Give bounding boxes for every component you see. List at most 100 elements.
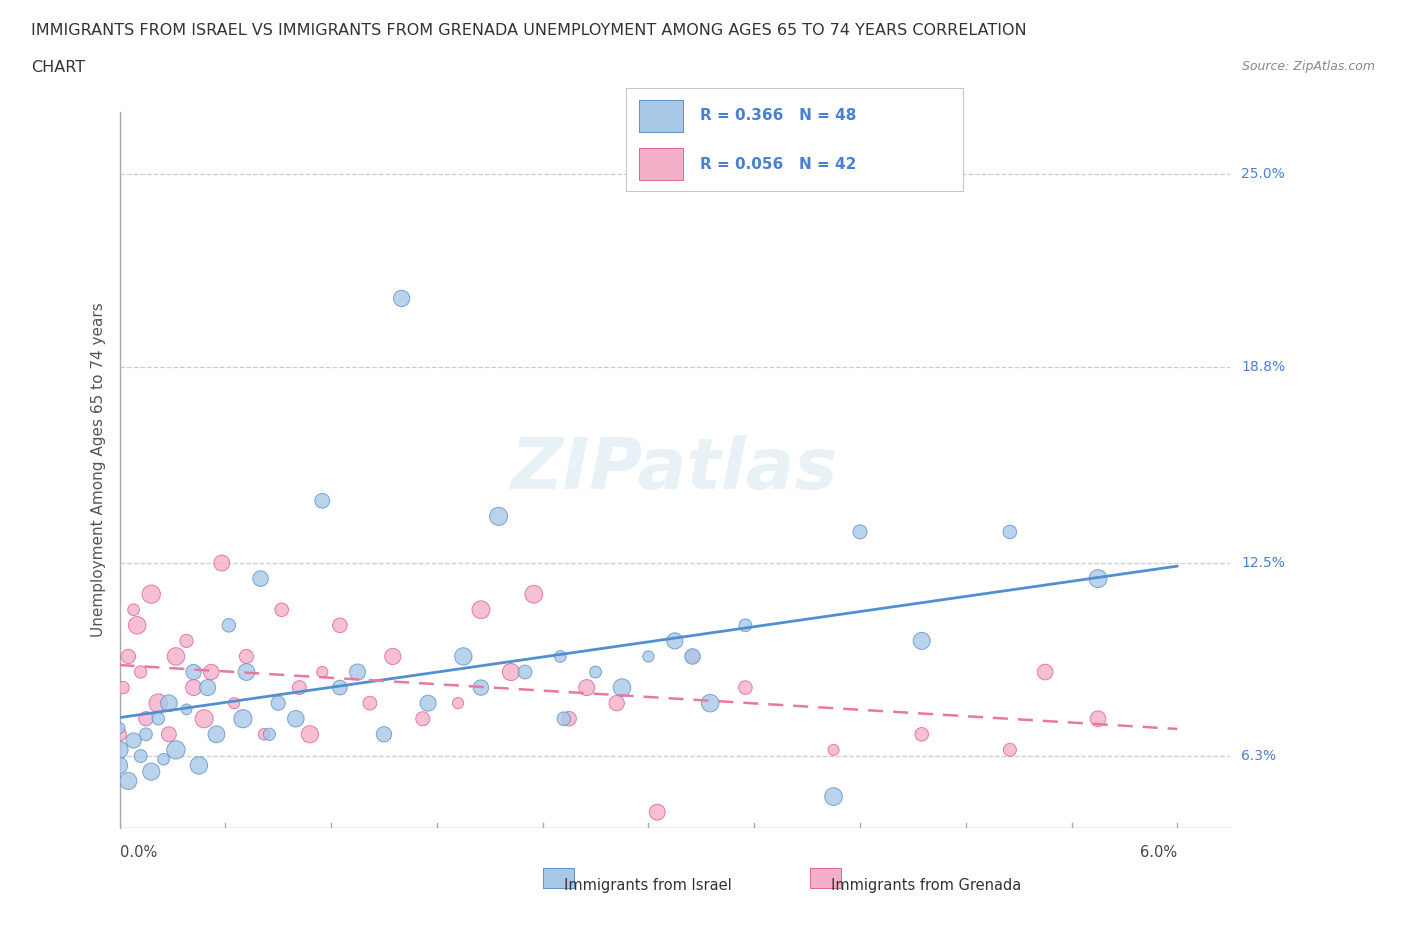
Point [523,587,546,602]
Text: Source: ZipAtlas.com: Source: ZipAtlas.com [1241,60,1375,73]
Point [548,649,571,664]
Point [1087,711,1109,726]
Point [682,649,704,664]
Point [575,680,598,695]
Point [558,711,581,726]
Point [200,665,222,680]
Point [311,493,333,508]
Point [122,603,145,618]
Point [157,727,180,742]
Point [823,790,845,804]
Point [416,696,439,711]
Point [148,711,170,726]
Point [329,618,352,632]
Text: 18.8%: 18.8% [1241,360,1285,374]
Point [224,696,246,711]
Y-axis label: Unemployment Among Ages 65 to 74 years: Unemployment Among Ages 65 to 74 years [90,302,105,637]
Point [218,618,240,632]
Text: R = 0.366   N = 48: R = 0.366 N = 48 [700,109,856,124]
Point [553,711,575,726]
Point [412,711,434,726]
Point [823,742,845,757]
Point [270,603,292,618]
Point [453,649,475,664]
Point [117,774,139,789]
Point [682,649,704,664]
Point [176,702,198,717]
Point [488,509,510,524]
Point [117,649,139,664]
Point [734,680,756,695]
Point [176,633,198,648]
Point [193,711,215,726]
Point [1033,665,1056,680]
Bar [640,100,683,132]
Point [135,711,157,726]
Point [1087,571,1109,586]
Point [998,525,1021,539]
Text: Immigrants from Grenada: Immigrants from Grenada [808,878,1022,893]
Text: 6.0%: 6.0% [1140,844,1177,860]
Point [249,571,271,586]
Point [129,665,152,680]
Text: 6.3%: 6.3% [1241,749,1277,764]
Point [664,633,686,648]
Point [232,711,254,726]
Point [135,727,157,742]
Point [205,727,228,742]
Point [381,649,404,664]
Point [122,733,145,748]
Point [606,696,628,711]
Point [645,804,668,819]
Point [108,727,131,742]
Point [391,291,413,306]
Point [127,618,149,632]
Text: R = 0.056   N = 42: R = 0.056 N = 42 [700,156,856,171]
Bar [640,148,683,180]
Text: 12.5%: 12.5% [1241,556,1285,570]
Point [211,555,233,570]
Point [235,649,257,664]
Point [311,665,333,680]
Point [253,727,276,742]
Point [470,603,492,618]
Point [197,680,219,695]
Point [129,749,152,764]
Point [235,665,257,680]
Point [284,711,307,726]
Text: 25.0%: 25.0% [1241,166,1285,180]
Point [911,633,934,648]
Point [183,665,205,680]
Point [329,680,352,695]
Point [157,696,180,711]
Text: IMMIGRANTS FROM ISRAEL VS IMMIGRANTS FROM GRENADA UNEMPLOYMENT AMONG AGES 65 TO : IMMIGRANTS FROM ISRAEL VS IMMIGRANTS FRO… [31,23,1026,38]
Point [610,680,633,695]
Text: CHART: CHART [31,60,84,75]
Point [911,727,934,742]
Point [152,751,174,766]
Point [267,696,290,711]
Point [288,680,311,695]
Point [447,696,470,711]
Point [108,758,131,773]
Point [183,680,205,695]
Point [637,649,659,664]
Text: Immigrants from Israel: Immigrants from Israel [541,878,733,893]
Point [108,742,131,757]
Point [165,742,187,757]
Point [346,665,368,680]
Point [499,665,522,680]
Point [141,764,163,779]
Point [112,680,135,695]
Point [998,742,1021,757]
Text: 0.0%: 0.0% [120,844,156,860]
Point [513,665,536,680]
Point [141,587,163,602]
Point [849,525,872,539]
Point [148,696,170,711]
Point [470,680,492,695]
Point [734,618,756,632]
Point [259,727,281,742]
Point [298,727,321,742]
Text: ZIPatlas: ZIPatlas [512,435,838,504]
